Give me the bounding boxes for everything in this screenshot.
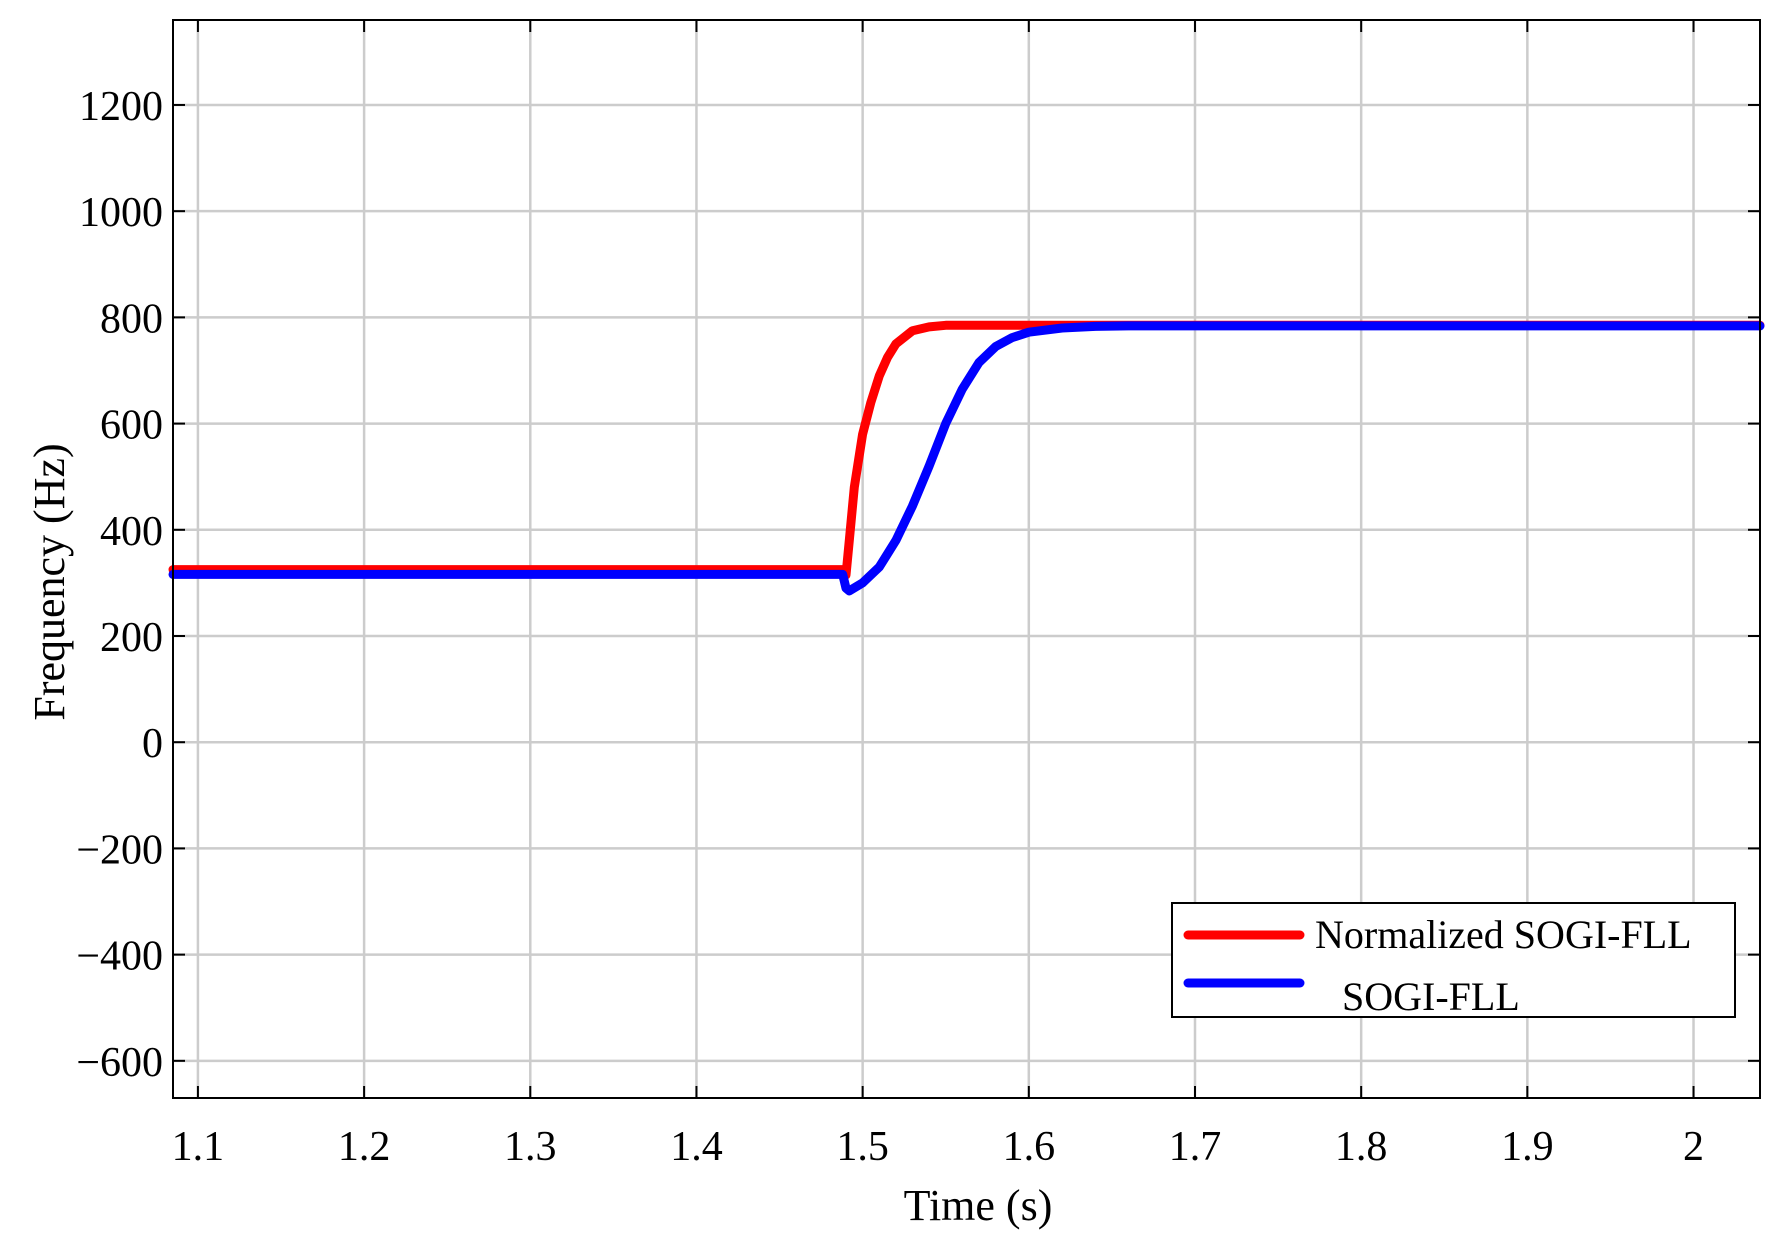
y-axis-label: Frequency (Hz) xyxy=(25,443,74,720)
y-tick-label: 800 xyxy=(100,296,163,342)
x-tick-label: 1.4 xyxy=(670,1124,723,1170)
y-tick-label: 400 xyxy=(100,509,163,555)
x-tick-label: 1.2 xyxy=(338,1124,391,1170)
y-tick-label: 200 xyxy=(100,615,163,661)
x-tick-label: 1.3 xyxy=(504,1124,557,1170)
x-tick-label: 1.1 xyxy=(172,1124,225,1170)
x-tick-label: 1.8 xyxy=(1335,1124,1388,1170)
y-tick-label: 600 xyxy=(100,403,163,449)
y-tick-labels: 1200 1000 800 600 400 200 0 −200 −400 −600 xyxy=(76,84,163,1086)
plot-frame xyxy=(172,19,1761,1099)
y-tick-label: −200 xyxy=(76,827,163,873)
axis-ticks xyxy=(173,20,1760,1098)
x-axis-label: Time (s) xyxy=(904,1181,1053,1230)
x-tick-label: 1.6 xyxy=(1003,1124,1056,1170)
x-tick-label: 1.7 xyxy=(1169,1124,1222,1170)
legend-box xyxy=(1171,902,1736,1018)
y-tick-label: 1000 xyxy=(79,190,163,236)
series-line-sogi-fll xyxy=(168,321,1765,596)
y-tick-label: −400 xyxy=(76,934,163,980)
x-tick-label: 1.5 xyxy=(836,1124,889,1170)
x-tick-label: 2 xyxy=(1683,1124,1704,1170)
series-layer xyxy=(168,320,1765,596)
legend-label-normalized: Normalized SOGI-FLL xyxy=(1315,912,1692,957)
y-tick-label: −600 xyxy=(76,1040,163,1086)
legend-label-sogi: SOGI-FLL xyxy=(1342,974,1520,1019)
x-tick-label: 1.9 xyxy=(1501,1124,1554,1170)
y-tick-label: 0 xyxy=(142,721,163,767)
x-tick-labels: 1.1 1.2 1.3 1.4 1.5 1.6 1.7 1.8 1.9 2 xyxy=(172,1124,1704,1170)
legend: Normalized SOGI-FLL SOGI-FLL xyxy=(1171,902,1736,1019)
y-tick-label: 1200 xyxy=(79,84,163,130)
